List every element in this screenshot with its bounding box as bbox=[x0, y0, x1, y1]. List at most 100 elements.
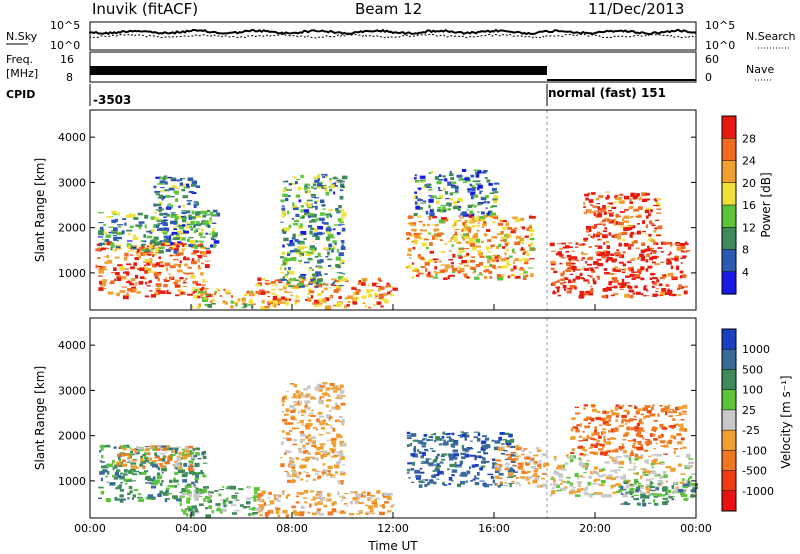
heatmap-cell bbox=[138, 499, 144, 502]
heatmap-cell bbox=[172, 454, 176, 456]
heatmap-cell bbox=[202, 215, 206, 218]
heatmap-cell bbox=[478, 433, 480, 437]
heatmap-cell bbox=[278, 289, 283, 291]
y-tick-label: 3000 bbox=[58, 384, 86, 397]
heatmap-cell bbox=[412, 462, 415, 466]
heatmap-cell bbox=[288, 267, 291, 270]
heatmap-cell bbox=[244, 294, 247, 296]
heatmap-cell bbox=[313, 275, 316, 278]
heatmap-cell bbox=[169, 448, 173, 450]
heatmap-cell bbox=[336, 210, 338, 211]
heatmap-cell bbox=[624, 268, 626, 271]
heatmap-cell bbox=[340, 384, 344, 388]
heatmap-cell bbox=[633, 498, 639, 500]
colorbar-segment bbox=[722, 349, 736, 370]
heatmap-cell bbox=[619, 200, 625, 204]
heatmap-cell bbox=[642, 242, 645, 245]
heatmap-cell bbox=[368, 505, 374, 509]
heatmap-cell bbox=[608, 455, 610, 456]
heatmap-cell bbox=[556, 467, 561, 470]
heatmap-cell bbox=[296, 295, 298, 298]
heatmap-cell bbox=[163, 177, 166, 181]
heatmap-cell bbox=[470, 260, 475, 263]
heatmap-cell bbox=[629, 457, 632, 461]
heatmap-cell bbox=[186, 500, 190, 504]
heatmap-cell bbox=[584, 492, 588, 495]
heatmap-cell bbox=[185, 486, 188, 490]
heatmap-cell bbox=[151, 229, 154, 232]
heatmap-cell bbox=[509, 256, 513, 258]
heatmap-cell bbox=[224, 505, 227, 508]
heatmap-cell bbox=[122, 464, 127, 467]
heatmap-cell bbox=[287, 414, 290, 415]
heatmap-cell bbox=[611, 485, 614, 489]
heatmap-cell bbox=[597, 251, 601, 252]
heatmap-cell bbox=[132, 460, 136, 462]
heatmap-cell bbox=[531, 233, 534, 237]
heatmap-cell bbox=[674, 258, 678, 262]
heatmap-cell bbox=[296, 501, 300, 503]
velocity-x-axis: 00:00 04:00 08:00 12:00 16:00 20:00 00:00 bbox=[74, 512, 712, 535]
heatmap-cell bbox=[136, 291, 141, 294]
heatmap-cell bbox=[185, 508, 188, 510]
heatmap-cell bbox=[456, 441, 458, 443]
heatmap-cell bbox=[287, 480, 290, 483]
heatmap-cell bbox=[605, 255, 609, 257]
heatmap-cell bbox=[131, 480, 136, 481]
heatmap-cell bbox=[286, 408, 290, 412]
heatmap-cell bbox=[429, 213, 434, 217]
heatmap-cell bbox=[663, 498, 668, 500]
heatmap-cell bbox=[167, 458, 172, 461]
heatmap-cell bbox=[643, 472, 646, 474]
heatmap-cell bbox=[293, 510, 297, 513]
heatmap-cell bbox=[624, 209, 629, 211]
heatmap-cell bbox=[189, 191, 194, 193]
heatmap-cell bbox=[575, 407, 579, 408]
heatmap-cell bbox=[581, 252, 584, 255]
heatmap-cell bbox=[411, 241, 414, 243]
heatmap-cell bbox=[416, 236, 421, 239]
heatmap-cell bbox=[428, 259, 433, 262]
heatmap-cell bbox=[333, 444, 336, 448]
heatmap-cell bbox=[165, 181, 168, 184]
heatmap-cell bbox=[487, 474, 493, 476]
heatmap-cell bbox=[108, 464, 113, 468]
heatmap-cell bbox=[287, 292, 292, 293]
heatmap-cell bbox=[478, 185, 483, 189]
heatmap-cell bbox=[477, 203, 480, 206]
heatmap-cell bbox=[160, 483, 162, 486]
heatmap-cell bbox=[183, 512, 186, 515]
heatmap-cell bbox=[572, 259, 575, 261]
heatmap-cell bbox=[454, 229, 460, 230]
heatmap-cell bbox=[681, 246, 686, 249]
heatmap-cell bbox=[521, 454, 524, 455]
heatmap-cell bbox=[583, 206, 586, 208]
heatmap-cell bbox=[112, 460, 115, 464]
heatmap-cell bbox=[466, 227, 472, 229]
heatmap-cell bbox=[465, 224, 468, 227]
heatmap-cell bbox=[321, 497, 325, 500]
heatmap-cell bbox=[138, 493, 141, 495]
heatmap-cell bbox=[271, 293, 275, 295]
heatmap-cell bbox=[589, 476, 592, 478]
heatmap-cell bbox=[301, 414, 305, 415]
heatmap-cell bbox=[440, 264, 445, 265]
heatmap-cell bbox=[389, 290, 392, 292]
heatmap-cell bbox=[542, 484, 547, 488]
heatmap-cell bbox=[628, 405, 632, 407]
heatmap-cell bbox=[296, 195, 300, 198]
heatmap-cell bbox=[319, 260, 322, 261]
heatmap-cell bbox=[654, 230, 657, 233]
heatmap-cell bbox=[194, 494, 200, 497]
heatmap-cell bbox=[659, 424, 663, 428]
heatmap-cell bbox=[170, 485, 175, 487]
heatmap-cell bbox=[277, 515, 280, 517]
heatmap-cell bbox=[580, 293, 585, 297]
heatmap-cell bbox=[101, 466, 106, 469]
heatmap-cell bbox=[290, 243, 293, 245]
heatmap-cell bbox=[631, 272, 636, 273]
heatmap-cell bbox=[300, 175, 303, 178]
heatmap-cell bbox=[615, 469, 618, 472]
heatmap-cell bbox=[134, 489, 139, 491]
heatmap-cell bbox=[197, 259, 200, 262]
